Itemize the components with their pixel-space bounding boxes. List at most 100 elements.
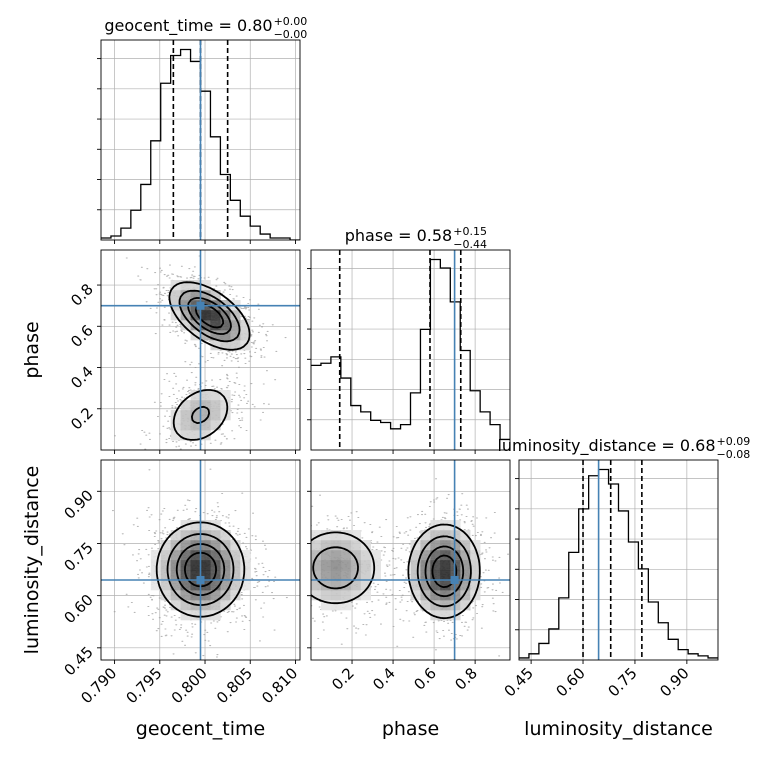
contour-level-2	[175, 543, 226, 597]
density-cell	[190, 310, 201, 321]
density-cell	[470, 580, 481, 591]
density-cell	[460, 590, 471, 601]
density-cell	[440, 570, 451, 581]
y-tick-label-phase-2: 0.6	[67, 321, 97, 351]
density-cell	[430, 570, 441, 581]
truth-marker	[196, 576, 205, 584]
density-cell	[170, 550, 181, 561]
contour-level-1	[178, 289, 241, 424]
density-cell	[430, 560, 441, 571]
x-tick-label-geocent_time-3: 0.805	[213, 664, 256, 707]
density-cell	[320, 580, 332, 591]
density-cell	[210, 400, 221, 411]
density-cell	[470, 540, 481, 551]
density-cell	[170, 590, 181, 601]
density-cell	[230, 570, 241, 581]
density-cell	[190, 420, 201, 431]
x-axis-label-geocent_time: geocent_time	[136, 718, 265, 740]
x-tick-label-luminosity_distance-3: 0.90	[656, 664, 692, 700]
density-cell	[360, 590, 371, 601]
y-tick-label-phase-1: 0.4	[67, 363, 97, 393]
density-cell	[311, 540, 322, 551]
density-cell	[190, 290, 201, 301]
x-tick-label-geocent_time-2: 0.800	[168, 664, 211, 707]
y-tick-label-luminosity_distance-2: 0.75	[60, 539, 96, 575]
density-cell	[210, 550, 221, 561]
density-cell	[460, 550, 471, 561]
contour-level-0	[311, 523, 481, 620]
density-cell	[311, 530, 322, 541]
density-cell	[430, 580, 441, 591]
density-cell	[150, 580, 161, 591]
density-cell	[190, 520, 201, 531]
density-cell	[340, 540, 352, 551]
density-cell	[200, 560, 211, 571]
density-cell	[200, 550, 211, 561]
density-cell	[190, 560, 201, 571]
histogram-step-luminosity_distance	[519, 468, 718, 659]
density-cell	[460, 570, 471, 581]
density-cell	[360, 560, 371, 571]
density-cell	[170, 580, 181, 591]
density-cell	[170, 430, 181, 441]
density-cell	[410, 570, 421, 581]
density-cell	[180, 290, 191, 301]
density-cell	[430, 530, 441, 541]
density-cell	[420, 580, 431, 591]
density-cell	[320, 600, 332, 611]
density-cell	[410, 560, 421, 571]
panel-title-luminosity_distance: luminosity_distance = 0.68	[497, 436, 715, 456]
density-cell	[410, 590, 421, 601]
joint-content	[311, 460, 510, 660]
y-tick-label-phase-3: 0.8	[67, 280, 97, 310]
density-cell	[410, 580, 421, 591]
density-cell	[230, 550, 241, 561]
density-cell	[240, 320, 251, 331]
density-cell	[210, 330, 221, 341]
density-cell	[210, 310, 221, 321]
density-cell	[170, 600, 181, 611]
density-cell	[440, 540, 451, 551]
y-tick-label-phase-0: 0.2	[67, 404, 97, 434]
panel-title-sup-geocent_time: +0.00	[274, 15, 308, 28]
contour-level-0	[168, 281, 251, 441]
density-cell	[450, 550, 461, 561]
density-cell	[190, 280, 201, 291]
density-cell	[180, 320, 191, 331]
density-cell	[350, 580, 362, 591]
density-cell	[360, 550, 371, 561]
density-cell	[210, 580, 221, 591]
panel-title-phase: phase = 0.58	[345, 226, 452, 245]
density-cell	[170, 560, 181, 571]
density-cell	[311, 550, 322, 561]
density-cell	[170, 530, 181, 541]
contour-level-0	[155, 521, 246, 618]
density-cell	[360, 580, 371, 591]
x-tick-label-geocent_time-1: 0.795	[123, 664, 166, 707]
density-cell	[230, 330, 241, 341]
x-tick-label-phase-0: 0.2	[328, 664, 358, 694]
density-cell	[311, 560, 322, 571]
panel-title-sub-geocent_time: −0.00	[274, 28, 308, 41]
density-cell	[330, 570, 342, 581]
y-axis-label-luminosity_distance: luminosity_distance	[21, 466, 43, 655]
x-tick-label-phase-2: 0.6	[410, 664, 440, 694]
density-cell	[410, 550, 421, 561]
density-cell	[180, 610, 191, 621]
density-cell	[160, 560, 171, 571]
density-cell	[230, 340, 241, 351]
density-cell	[210, 540, 221, 551]
density-cell	[220, 400, 231, 411]
density-cell	[200, 320, 211, 331]
density-cell	[200, 400, 211, 411]
density-cell	[150, 550, 161, 561]
density-cell	[320, 590, 332, 601]
joint-content	[101, 460, 300, 660]
density-cell	[220, 320, 231, 331]
density-cell	[420, 600, 431, 611]
density-cell	[240, 580, 251, 591]
density-cell	[430, 590, 441, 601]
density-cell	[220, 340, 231, 351]
